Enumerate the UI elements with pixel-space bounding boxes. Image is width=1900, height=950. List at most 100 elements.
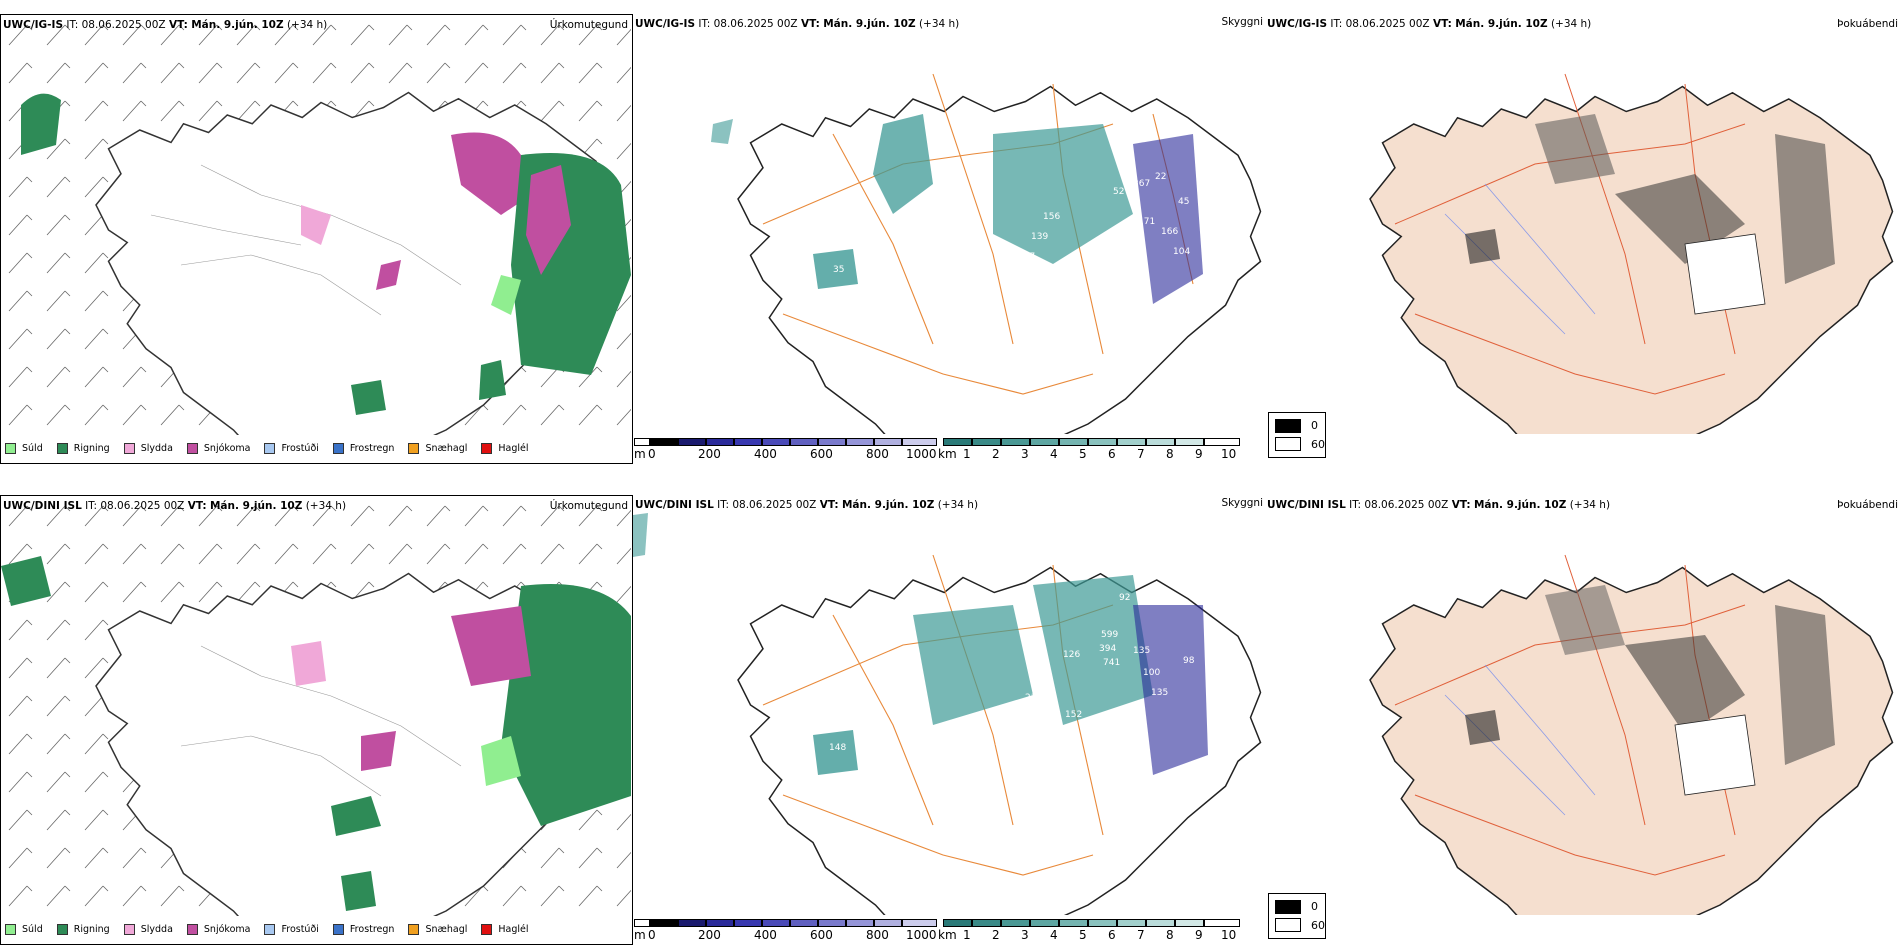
vis-label: 741 xyxy=(1103,658,1120,668)
header-bottom-visibility: UWC/DINI ISL IT: 08.06.2025 00Z VT: Mán.… xyxy=(635,499,979,511)
vis-tick: 10 xyxy=(1221,928,1237,942)
vis-label: 35 xyxy=(833,265,844,275)
vis-tick: 5 xyxy=(1079,447,1087,461)
legend-item: Frostregn xyxy=(332,923,394,935)
elev-tick: 1000 xyxy=(906,447,937,461)
vis-label: 599 xyxy=(1101,630,1118,640)
vis-tick: 3 xyxy=(1021,928,1029,942)
vis-tick: 2 xyxy=(992,928,1000,942)
vis-label: 148 xyxy=(829,743,846,753)
vis-label: 156 xyxy=(1043,212,1060,222)
vis-label: 45 xyxy=(1178,197,1189,207)
vis-label: 152 xyxy=(1065,710,1082,720)
vis-label: 213 xyxy=(1025,693,1042,703)
vis-tick: 7 xyxy=(1137,447,1145,461)
elev-tick: 0 xyxy=(648,447,656,461)
precip-panel-bottom: UWC/DINI ISL IT: 08.06.2025 00Z VT: Mán.… xyxy=(0,495,633,945)
vis-tick: 8 xyxy=(1166,447,1174,461)
visibility-title-bottom: Skyggni xyxy=(1221,497,1264,509)
vis-label: 139 xyxy=(1031,232,1048,242)
elev-tick: 200 xyxy=(698,447,721,461)
visibility-colorbar-top: km 1 2 3 4 5 6 7 8 9 10 xyxy=(938,438,1240,462)
elev-tick: 800 xyxy=(866,928,889,942)
header-top-precip: UWC/IG-IS IT: 08.06.2025 00Z VT: Mán. 9.… xyxy=(3,19,328,31)
legend-item: Frostúði xyxy=(264,442,319,454)
fog-panel-bottom: UWC/DINI ISL IT: 08.06.2025 00Z VT: Mán.… xyxy=(1265,495,1900,915)
legend-item: Súld xyxy=(5,923,43,935)
precip-legend-bottom: Súld Rigning Slydda Snjókoma Frostúði Fr… xyxy=(5,920,543,938)
elevation-colorbar-top: m 0 200 400 600 800 1000 xyxy=(634,438,937,462)
fog-title-top: Þokuábendi xyxy=(1837,18,1898,30)
vis-tick: 8 xyxy=(1166,928,1174,942)
elev-tick: 400 xyxy=(754,447,777,461)
legend-item: Snæhagl xyxy=(408,442,467,454)
vis-label: 163 xyxy=(1006,706,1023,716)
vis-label: 125 xyxy=(959,718,976,728)
header-bottom-precip: UWC/DINI ISL IT: 08.06.2025 00Z VT: Mán.… xyxy=(3,500,347,512)
elev-tick: 200 xyxy=(698,928,721,942)
legend-item: Snæhagl xyxy=(408,923,467,935)
vis-tick: 7 xyxy=(1137,928,1145,942)
legend-item: Rigning xyxy=(56,442,110,454)
visibility-map-top: 35 156 139 177 52 367 22 171 166 45 104 xyxy=(711,73,1262,434)
fog-map-bottom xyxy=(1369,554,1894,915)
fog-legend-bottom: 0 60 xyxy=(1268,893,1326,939)
precip-map-top xyxy=(1,15,631,435)
elev-tick: 400 xyxy=(754,928,777,942)
vis-tick: 10 xyxy=(1221,447,1237,461)
vis-tick: 9 xyxy=(1195,447,1203,461)
vis-label: 98 xyxy=(1183,656,1195,666)
legend-item: Rigning xyxy=(56,923,110,935)
precip-panel-top: UWC/IG-IS IT: 08.06.2025 00Z VT: Mán. 9.… xyxy=(0,14,633,464)
vis-label: 92 xyxy=(1119,593,1130,603)
vis-label: 171 xyxy=(1138,217,1155,227)
legend-item: Súld xyxy=(5,442,43,454)
precip-title-bottom: Úrkomutegund xyxy=(549,500,628,512)
legend-item: Slydda xyxy=(123,923,173,935)
vis-label: 22 xyxy=(1155,172,1166,182)
fog-panel-top: UWC/IG-IS IT: 08.06.2025 00Z VT: Mán. 9.… xyxy=(1265,14,1900,434)
fog-map-top xyxy=(1369,73,1894,434)
elev-tick: 600 xyxy=(810,928,833,942)
fog-legend-label: 60 xyxy=(1311,438,1325,451)
vis-tick: 2 xyxy=(992,447,1000,461)
elev-tick: 800 xyxy=(866,447,889,461)
legend-item: Snjókoma xyxy=(186,442,250,454)
fog-title-bottom: Þokuábendi xyxy=(1837,499,1898,511)
vis-tick: 6 xyxy=(1108,928,1116,942)
legend-item: Slydda xyxy=(123,442,173,454)
header-bottom-fog: UWC/DINI ISL IT: 08.06.2025 00Z VT: Mán.… xyxy=(1267,499,1611,511)
precip-title-top: Úrkomutegund xyxy=(549,19,628,31)
visibility-panel-top: 35 156 139 177 52 367 22 171 166 45 104 … xyxy=(633,14,1326,464)
vis-unit: km xyxy=(938,447,957,461)
vis-label: 200 xyxy=(995,738,1012,748)
header-top-visibility: UWC/IG-IS IT: 08.06.2025 00Z VT: Mán. 9.… xyxy=(635,18,960,30)
visibility-map-bottom: 92 599 394 741 135 126 100 135 163 213 1… xyxy=(633,513,1262,915)
precip-map-bottom xyxy=(1,496,631,916)
vis-label: 177 xyxy=(1018,252,1035,262)
vis-tick: 9 xyxy=(1195,928,1203,942)
precip-legend-top: Súld Rigning Slydda Snjókoma Frostúði Fr… xyxy=(5,439,543,457)
vis-tick: 4 xyxy=(1050,447,1058,461)
vis-tick: 6 xyxy=(1108,447,1116,461)
legend-item: Snjókoma xyxy=(186,923,250,935)
vis-tick: 5 xyxy=(1079,928,1087,942)
vis-tick: 4 xyxy=(1050,928,1058,942)
vis-label: 104 xyxy=(1173,247,1190,257)
vis-tick: 3 xyxy=(1021,447,1029,461)
legend-item: Haglél xyxy=(481,442,529,454)
fog-legend-label: 0 xyxy=(1311,900,1318,913)
vis-label: 367 xyxy=(1133,179,1150,189)
vis-tick: 1 xyxy=(963,928,971,942)
fog-legend-label: 0 xyxy=(1311,419,1318,432)
elevation-colorbar-bottom: m 0 200 400 600 800 1000 xyxy=(634,919,937,943)
elev-tick: 1000 xyxy=(906,928,937,942)
elev-unit: m xyxy=(634,447,646,461)
elev-tick: 0 xyxy=(648,928,656,942)
elev-tick: 600 xyxy=(810,447,833,461)
visibility-colorbar-bottom: km 1 2 3 4 5 6 7 8 9 10 xyxy=(938,919,1240,943)
legend-item: Frostregn xyxy=(332,442,394,454)
vis-label: 394 xyxy=(1099,644,1116,654)
vis-label: 52 xyxy=(1113,187,1124,197)
fog-legend-label: 60 xyxy=(1311,919,1325,932)
